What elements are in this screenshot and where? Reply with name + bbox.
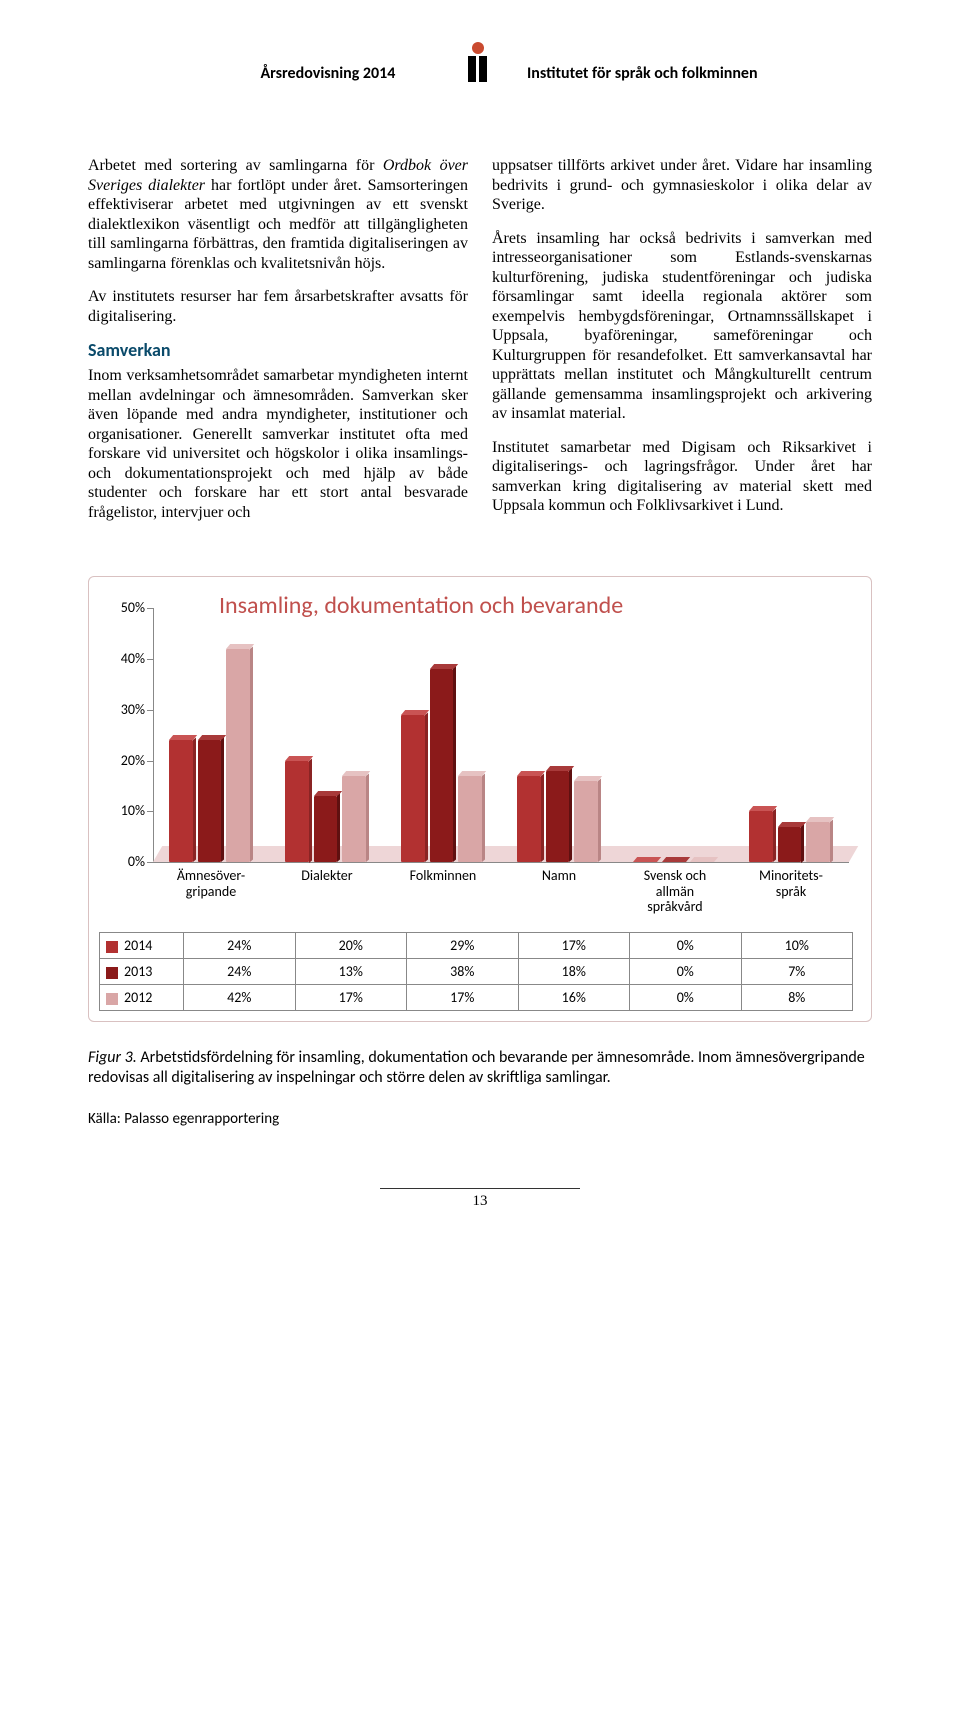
legend-series-name: 2014 bbox=[124, 937, 152, 954]
table-cell: 29% bbox=[407, 933, 519, 959]
bar bbox=[285, 608, 312, 862]
right-p1: uppsatser tillförts arkivet under året. … bbox=[492, 156, 872, 215]
table-cell: 13% bbox=[295, 959, 407, 985]
page-number: 13 bbox=[88, 1188, 872, 1210]
figure-caption: Figur 3. Arbetstidsfördelning för insaml… bbox=[88, 1048, 872, 1088]
source-line: Källa: Palasso egenrapportering bbox=[88, 1110, 872, 1128]
chart-data-table: Ämnesöver-gripandeDialekterFolkminnenNam… bbox=[99, 932, 853, 1011]
bar bbox=[633, 608, 660, 862]
page-header: Årsredovisning 2014 Institutet för språk… bbox=[88, 60, 872, 116]
table-cell: 0% bbox=[630, 959, 742, 985]
table-row: 2013 24%13%38%18%0%7% bbox=[100, 959, 853, 985]
left-p1-a: Arbetet med sortering av samlingarna för bbox=[88, 157, 383, 174]
left-p3: Inom verksamhetsområdet samarbetar myndi… bbox=[88, 366, 468, 522]
legend-swatch bbox=[106, 967, 118, 979]
caption-rest: Arbetstidsfördelning för insamling, doku… bbox=[88, 1048, 865, 1087]
bar bbox=[458, 608, 485, 862]
chart-category: Svensk ochallmänspråkvård bbox=[617, 608, 733, 862]
legend-swatch bbox=[106, 941, 118, 953]
table-row: 2014 24%20%29%17%0%10% bbox=[100, 933, 853, 959]
bar bbox=[226, 608, 253, 862]
bar bbox=[169, 608, 196, 862]
bar-group bbox=[401, 608, 485, 862]
chart-category: Ämnesöver-gripande bbox=[153, 608, 269, 862]
chart-category: Folkminnen bbox=[385, 608, 501, 862]
body-columns: Arbetet med sortering av samlingarna för… bbox=[88, 156, 872, 536]
plot-area: Ämnesöver-gripandeDialekterFolkminnenNam… bbox=[153, 608, 849, 862]
table-cell: 42% bbox=[184, 985, 296, 1011]
logo-icon bbox=[466, 42, 490, 82]
bar bbox=[198, 608, 225, 862]
page-number-rule bbox=[380, 1188, 580, 1189]
samverkan-heading: Samverkan bbox=[88, 340, 468, 362]
y-tick-label: 10% bbox=[99, 802, 145, 819]
chart-card: Insamling, dokumentation och bevarande 0… bbox=[88, 576, 872, 1022]
table-cell: 17% bbox=[518, 933, 630, 959]
bar bbox=[690, 608, 717, 862]
header-right: Institutet för språk och folkminnen bbox=[527, 64, 758, 83]
y-tick-label: 50% bbox=[99, 599, 145, 616]
table-cell: 17% bbox=[407, 985, 519, 1011]
right-p3: Institutet samarbetar med Digisam och Ri… bbox=[492, 438, 872, 516]
left-p1: Arbetet med sortering av samlingarna för… bbox=[88, 156, 468, 273]
bar-group bbox=[633, 608, 717, 862]
legend-swatch bbox=[106, 993, 118, 1005]
page-number-value: 13 bbox=[473, 1193, 488, 1209]
category-label: Ämnesöver-gripande bbox=[153, 862, 269, 899]
bar bbox=[401, 608, 428, 862]
caption-lead: Figur 3. bbox=[88, 1048, 137, 1067]
legend-cell: 2012 bbox=[100, 985, 184, 1011]
table-cell: 38% bbox=[407, 959, 519, 985]
bar bbox=[662, 608, 689, 862]
bar bbox=[430, 608, 457, 862]
legend-cell: 2013 bbox=[100, 959, 184, 985]
table-cell: 16% bbox=[518, 985, 630, 1011]
bar-group bbox=[517, 608, 601, 862]
table-cell: 0% bbox=[630, 933, 742, 959]
table-cell: 24% bbox=[184, 959, 296, 985]
bar-group bbox=[749, 608, 833, 862]
chart-category: Minoritets-språk bbox=[733, 608, 849, 862]
category-label: Namn bbox=[501, 862, 617, 883]
chart-category: Namn bbox=[501, 608, 617, 862]
y-tick-label: 30% bbox=[99, 701, 145, 718]
bar bbox=[517, 608, 544, 862]
bar bbox=[314, 608, 341, 862]
chart-category: Dialekter bbox=[269, 608, 385, 862]
y-tick-label: 20% bbox=[99, 752, 145, 769]
table-row: 201242%17%17%16%0%8% bbox=[100, 985, 853, 1011]
table-cell: 0% bbox=[630, 985, 742, 1011]
right-column: uppsatser tillförts arkivet under året. … bbox=[492, 156, 872, 536]
chart-body: 0% 10% 20% 30% 40% 50% Ämnesöver-gripandeDial… bbox=[99, 600, 853, 926]
bar-group bbox=[169, 608, 253, 862]
y-tick-label: 0% bbox=[99, 853, 145, 870]
legend-series-name: 2013 bbox=[124, 963, 152, 980]
bar bbox=[574, 608, 601, 862]
header-left: Årsredovisning 2014 bbox=[260, 64, 395, 83]
table-cell: 7% bbox=[741, 959, 853, 985]
legend-series-name: 2012 bbox=[124, 989, 152, 1006]
category-label: Minoritets-språk bbox=[733, 862, 849, 899]
table-cell: 18% bbox=[518, 959, 630, 985]
bar bbox=[806, 608, 833, 862]
category-label: Dialekter bbox=[269, 862, 385, 883]
y-tick-label: 40% bbox=[99, 650, 145, 667]
bar bbox=[749, 608, 776, 862]
table-cell: 10% bbox=[741, 933, 853, 959]
category-label: Svensk ochallmänspråkvård bbox=[617, 862, 733, 914]
bar bbox=[342, 608, 369, 862]
bar bbox=[546, 608, 573, 862]
bar bbox=[778, 608, 805, 862]
legend-cell: 2014 bbox=[100, 933, 184, 959]
left-column: Arbetet med sortering av samlingarna för… bbox=[88, 156, 468, 536]
table-cell: 8% bbox=[741, 985, 853, 1011]
table-cell: 17% bbox=[295, 985, 407, 1011]
table-cell: 20% bbox=[295, 933, 407, 959]
right-p2: Årets insamling har också bedrivits i sa… bbox=[492, 229, 872, 424]
table-cell: 24% bbox=[184, 933, 296, 959]
y-axis: 0% 10% 20% 30% 40% 50% bbox=[99, 600, 155, 872]
bar-group bbox=[285, 608, 369, 862]
category-label: Folkminnen bbox=[385, 862, 501, 883]
left-p2: Av institutets resurser har fem årsarbet… bbox=[88, 287, 468, 326]
